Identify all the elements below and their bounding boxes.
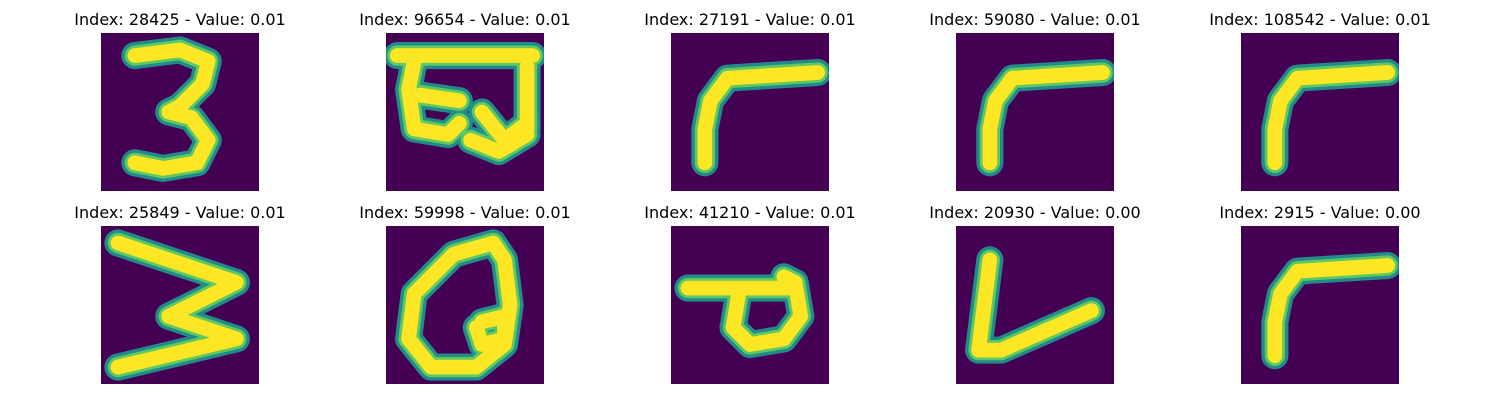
letter-v-image: [956, 226, 1114, 384]
panel-1: Index: 28425 - Value: 0.01: [60, 8, 300, 191]
angle-bend-image: [956, 33, 1114, 191]
glyph-stroke-1-core: [982, 65, 1111, 171]
panel-title: Index: 2915 - Value: 0.00: [1219, 203, 1421, 222]
panel-5: Index: 108542 - Value: 0.01: [1200, 8, 1440, 191]
glyph-stroke-1-core: [971, 252, 1099, 358]
panel-title: Index: 20930 - Value: 0.00: [929, 203, 1141, 222]
angle-bend-image: [1241, 33, 1399, 191]
digit-three-image: [101, 33, 259, 191]
glyph-stroke-1-core: [110, 235, 244, 375]
glyph-stroke-1-core: [1267, 65, 1396, 171]
glyph-stroke-1-core: [401, 235, 518, 375]
angle-bend-image: [1241, 226, 1399, 384]
glyph-stroke-1-core: [1267, 258, 1396, 364]
panel-6: Index: 25849 - Value: 0.01: [60, 201, 300, 384]
glyph-stroke-2-core: [468, 308, 512, 352]
glyph-stroke-3-core: [412, 87, 467, 109]
panel-title: Index: 27191 - Value: 0.01: [644, 10, 856, 29]
glyph-stroke-2-core: [401, 53, 467, 142]
panel-title: Index: 41210 - Value: 0.01: [644, 203, 856, 222]
panel-10: Index: 2915 - Value: 0.00: [1200, 201, 1440, 384]
glyph-stroke-2-core: [725, 269, 809, 352]
panel-title: Index: 96654 - Value: 0.01: [359, 10, 571, 29]
panel-2: Index: 96654 - Value: 0.01: [345, 8, 585, 191]
panel-title: Index: 25849 - Value: 0.01: [74, 203, 286, 222]
panel-8: Index: 41210 - Value: 0.01: [630, 201, 870, 384]
panel-title: Index: 59080 - Value: 0.01: [929, 10, 1141, 29]
panel-title: Index: 59998 - Value: 0.01: [359, 203, 571, 222]
glyph-stroke-1-core: [697, 65, 826, 171]
angle-bend-image: [671, 33, 829, 191]
zigzag-w-image: [101, 226, 259, 384]
panel-title: Index: 108542 - Value: 0.01: [1209, 10, 1431, 29]
panel-3: Index: 27191 - Value: 0.01: [630, 8, 870, 191]
panel-title: Index: 28425 - Value: 0.01: [74, 10, 286, 29]
loop-p-image: [671, 226, 829, 384]
glyph-stroke-1-core: [127, 42, 216, 176]
glyph-stroke-6-core: [463, 127, 535, 159]
loop-q-image: [386, 226, 544, 384]
devanagari-kha-image: [386, 33, 544, 191]
panel-7: Index: 59998 - Value: 0.01: [345, 201, 585, 384]
panel-4: Index: 59080 - Value: 0.01: [915, 8, 1155, 191]
panel-9: Index: 20930 - Value: 0.00: [915, 201, 1155, 384]
